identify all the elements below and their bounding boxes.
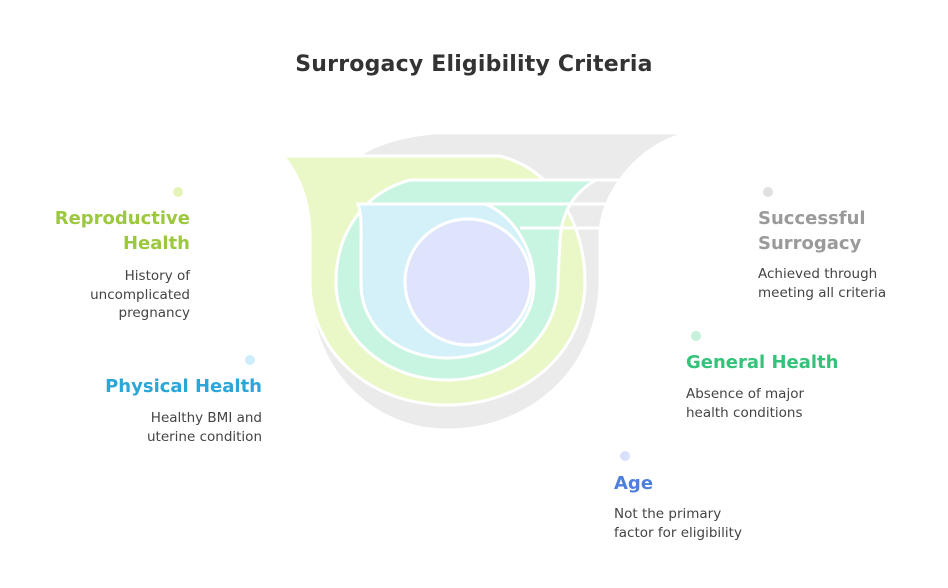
reproductive-heading: Reproductive Health <box>55 206 190 256</box>
physical-desc-line1: Healthy BMI and <box>150 410 262 426</box>
reproductive-desc-line3: pregnancy <box>118 305 191 321</box>
age-dot <box>620 451 630 461</box>
physical-dot <box>245 355 255 365</box>
success-desc-line1: Achieved through <box>758 266 878 282</box>
success-heading-line1: Successful <box>758 208 866 229</box>
reproductive-heading-line1: Reproductive <box>54 208 190 229</box>
physical-desc: Healthy BMI and uterine condition <box>147 409 262 446</box>
age-desc: Not the primary factor for eligibility <box>614 505 742 542</box>
reproductive-desc-line1: History of <box>124 268 190 284</box>
age-heading: Age <box>614 473 654 494</box>
success-dot <box>763 187 773 197</box>
general-desc-line1: Absence of major <box>686 386 805 402</box>
reproductive-desc-line2: uncomplicated <box>90 286 190 303</box>
funnel-core-age <box>403 217 533 347</box>
success-desc: Achieved through meeting all criteria <box>758 265 886 302</box>
reproductive-dot <box>173 187 183 197</box>
success-heading-line2: Surrogacy <box>758 233 862 254</box>
general-desc-line2: health conditions <box>686 404 803 421</box>
reproductive-desc: History of uncomplicated pregnancy <box>90 267 190 323</box>
success-heading: Successful Surrogacy <box>758 206 866 256</box>
general-dot <box>691 331 701 341</box>
general-desc: Absence of major health conditions <box>686 385 804 422</box>
age-desc-line2: factor for eligibility <box>614 524 742 541</box>
general-heading: General Health <box>686 352 839 373</box>
success-desc-line2: meeting all criteria <box>758 284 887 301</box>
age-desc-line1: Not the primary <box>614 506 722 522</box>
physical-desc-line2: uterine condition <box>146 428 262 445</box>
physical-heading: Physical Health <box>105 376 262 397</box>
reproductive-heading-line2: Health <box>122 233 190 254</box>
page-title: Surrogacy Eligibility Criteria <box>295 52 653 77</box>
